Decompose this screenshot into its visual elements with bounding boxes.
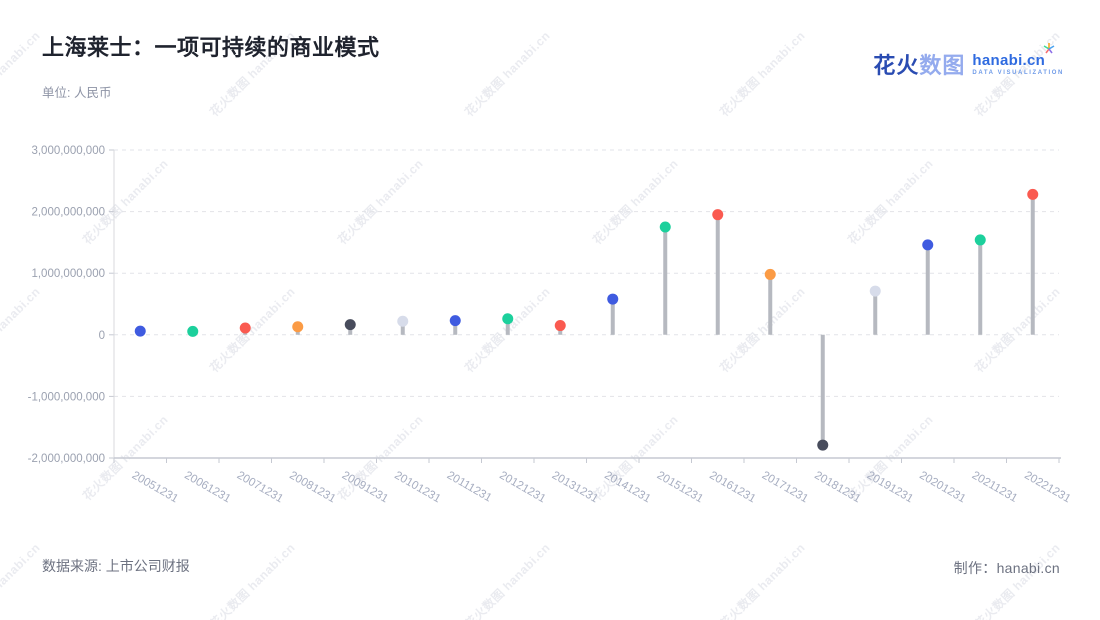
data-point [1027, 188, 1039, 200]
data-point [764, 268, 776, 280]
hanabi-logo: 花火 数图 hanabi.cn DATA VISUALIZATION [873, 43, 1064, 80]
data-source: 数据来源: 上市公司财报 [42, 558, 190, 574]
data-point [817, 439, 829, 451]
data-point [134, 325, 146, 337]
x-axis-label: 20131231 [550, 469, 600, 505]
data-point [502, 313, 514, 325]
logo-brand-cn-bold: 花火 [873, 53, 920, 78]
logo-brand-cn-light: 数图 [919, 53, 966, 78]
x-axis-label: 20181231 [812, 469, 862, 505]
x-axis-label: 20221231 [1022, 469, 1072, 505]
data-point [869, 285, 881, 297]
x-axis-label: 20121231 [497, 469, 547, 505]
data-point [554, 320, 566, 332]
y-axis-label: 1,000,000,000 [31, 268, 105, 280]
data-point [397, 315, 409, 327]
x-axis-label: 20081231 [287, 469, 337, 505]
y-axis-label: 3,000,000,000 [31, 145, 105, 157]
x-axis-label: 20101231 [392, 469, 442, 505]
y-axis-label: 0 [99, 330, 105, 342]
data-point [712, 209, 724, 221]
unit-label: 单位: 人民币 [42, 86, 112, 100]
data-point [292, 321, 304, 333]
logo-tagline: DATA VISUALIZATION [972, 70, 1064, 76]
x-axis-label: 20161231 [707, 469, 757, 505]
x-axis-label: 20201231 [917, 469, 967, 505]
credit: 制作：hanabi.cn [953, 560, 1060, 576]
data-point [607, 293, 619, 305]
page-title: 上海莱士：一项可持续的商业模式 [42, 35, 380, 60]
x-axis-label: 20071231 [235, 469, 285, 505]
data-point [659, 221, 671, 233]
x-axis-label: 20051231 [130, 469, 180, 505]
data-point [449, 315, 461, 327]
y-axis-label: -2,000,000,000 [28, 453, 105, 465]
x-axis-label: 20061231 [182, 469, 232, 505]
x-axis-label: 20141231 [602, 469, 652, 505]
x-axis-label: 20171231 [760, 469, 810, 505]
data-point [922, 239, 934, 251]
x-axis-label: 20191231 [865, 469, 915, 505]
data-point [344, 319, 356, 331]
data-point [974, 234, 986, 246]
x-axis-label: 20151231 [655, 469, 705, 505]
y-axis-label: 2,000,000,000 [31, 207, 105, 219]
x-axis-label: 20091231 [340, 469, 390, 505]
y-axis-label: -1,000,000,000 [28, 391, 105, 403]
logo-domain: hanabi.cn [972, 52, 1046, 69]
x-axis-label: 20111231 [445, 469, 494, 504]
data-point [239, 322, 251, 334]
sparkle-icon [1042, 42, 1056, 54]
data-point [187, 325, 199, 337]
x-axis-label: 20211231 [970, 469, 1020, 505]
logo-en-block: hanabi.cn DATA VISUALIZATION [972, 43, 1064, 76]
